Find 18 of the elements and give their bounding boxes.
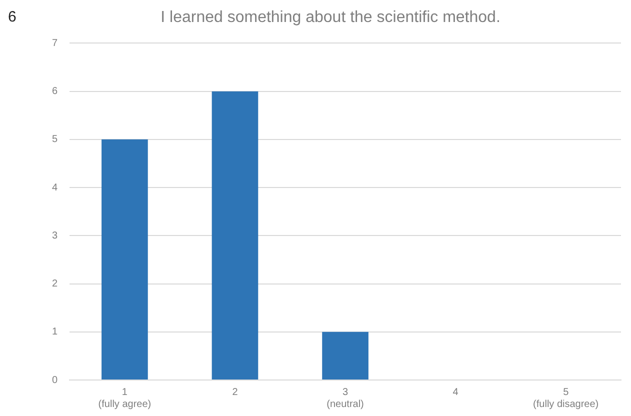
x-tick-label: 5 (fully disagree) [533,386,599,410]
chart-title: I learned something about the scientific method. [160,9,500,26]
text: 6 [8,8,16,26]
y-tick-label: 4 [52,182,58,194]
bar [322,332,368,380]
y-tick-label: 7 [52,38,58,49]
y-tick-label: 2 [52,278,58,290]
x-tick-label: 4 [452,386,459,398]
bar [212,91,258,380]
y-tick-label: 0 [52,374,58,386]
y-tick-label: 5 [52,134,58,146]
y-tick-label: 6 [52,86,58,98]
x-tick-label: 2 [232,386,238,398]
x-tick-label: 3 (neutral) [326,386,364,410]
bar [102,139,148,380]
y-tick-label: 3 [52,230,58,242]
x-tick-label: 1 (fully agree) [98,386,152,410]
y-tick-label: 1 [52,326,58,338]
